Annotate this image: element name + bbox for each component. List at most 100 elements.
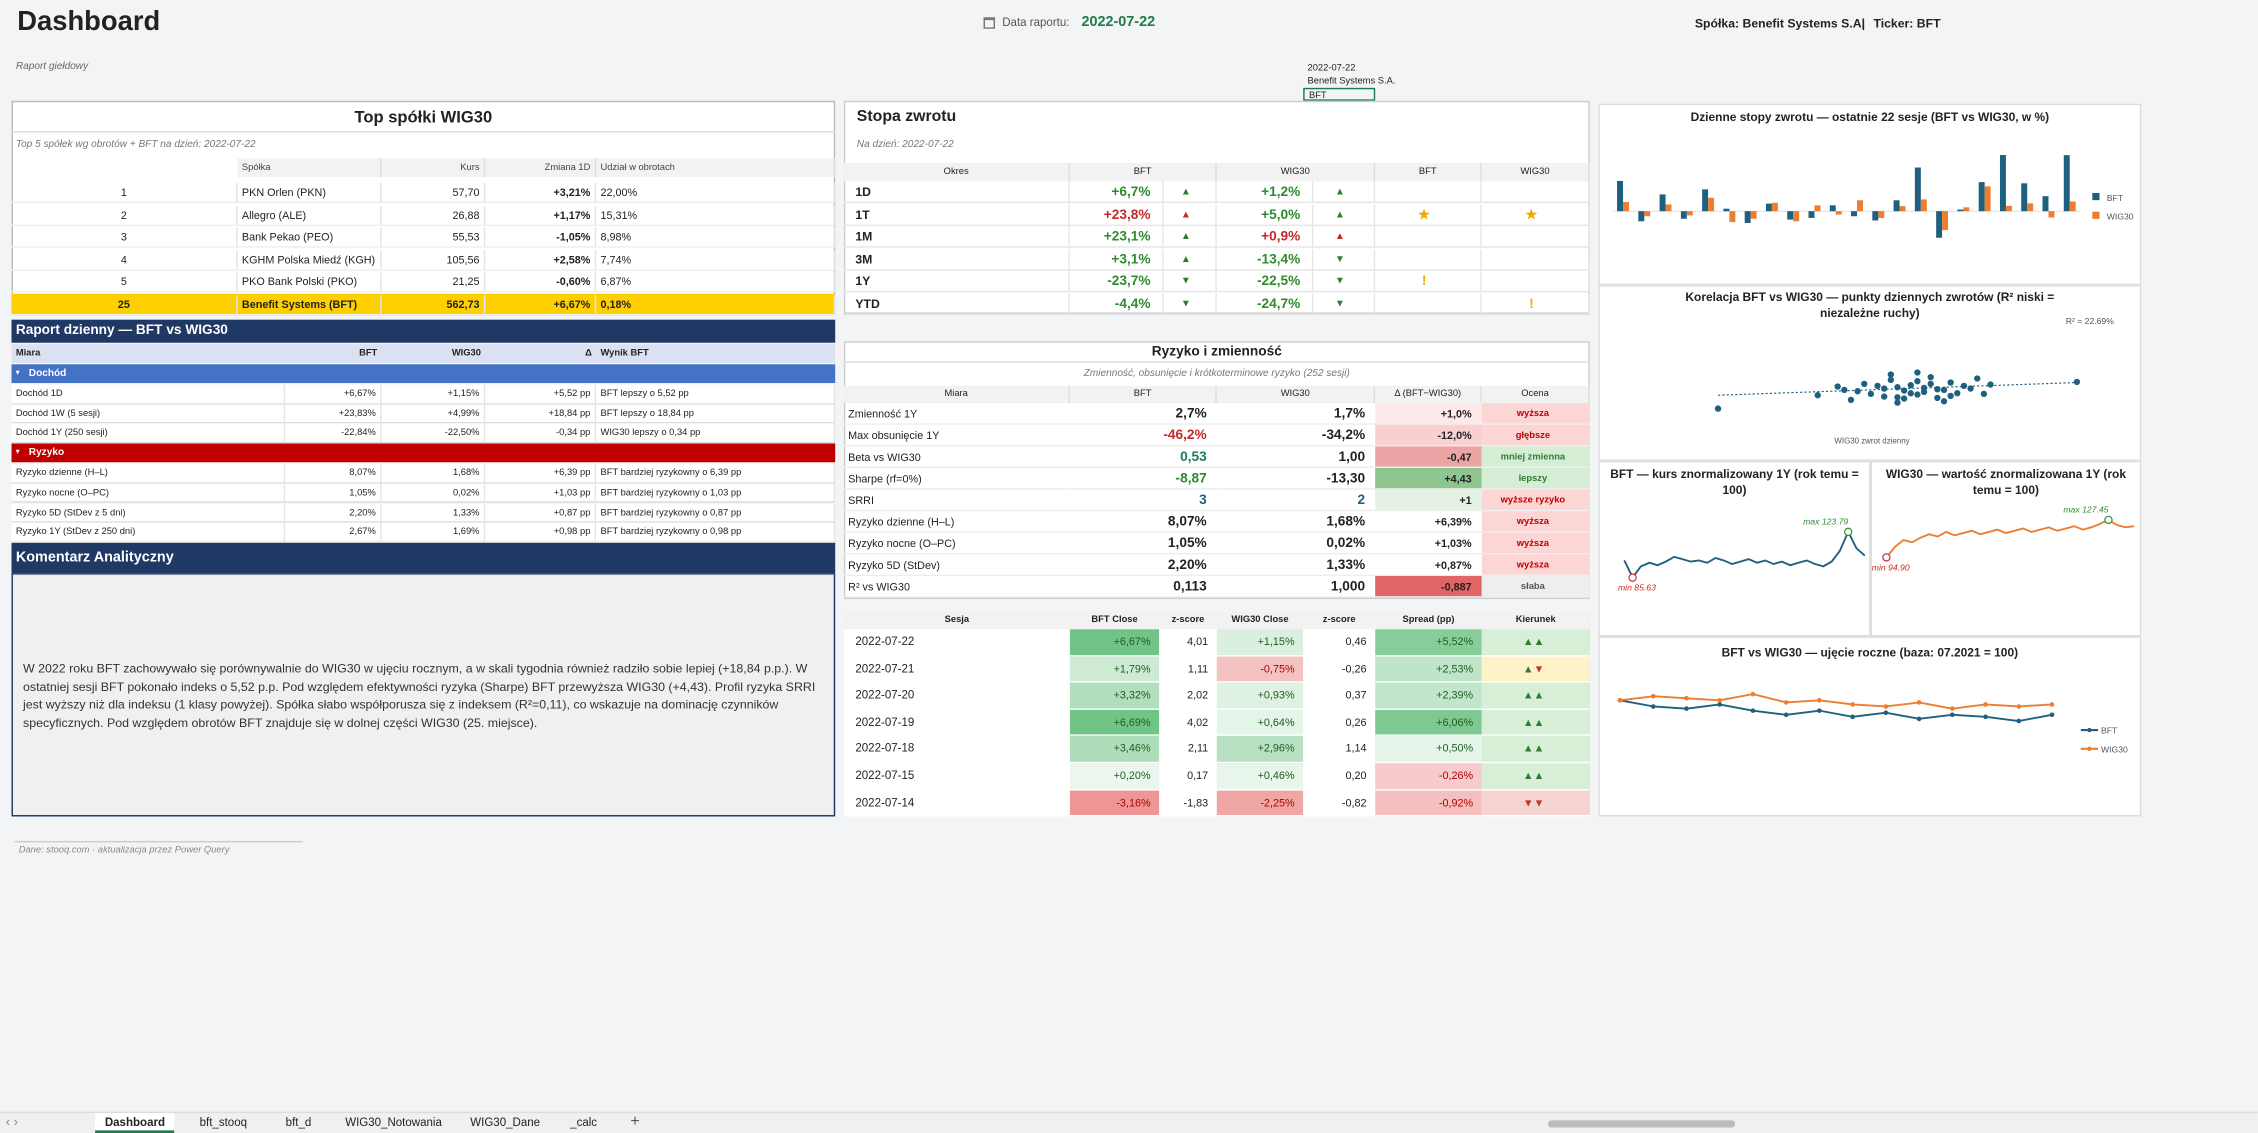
- bar: [1708, 197, 1715, 212]
- table-cell: +0,87%: [1375, 554, 1482, 576]
- table-cell: -2,25%: [1216, 789, 1304, 817]
- scrollbar[interactable]: [1548, 1120, 1736, 1128]
- point: [1684, 706, 1689, 711]
- table-cell: 8,98%: [596, 227, 836, 248]
- table-cell: +18,84 pp: [485, 404, 597, 424]
- table-cell: +23,1%: [1069, 226, 1164, 248]
- table-cell: +1,0%: [1375, 403, 1482, 425]
- table-cell: +0,64%: [1216, 709, 1304, 737]
- point: [1983, 702, 1988, 707]
- column-header: BFT: [1375, 162, 1482, 182]
- table-cell: 15,31%: [596, 205, 836, 226]
- point: [1914, 378, 1921, 385]
- period-label: 1T: [843, 203, 1070, 226]
- column-header: WIG30: [1216, 385, 1376, 404]
- table-cell: -1,05%: [485, 227, 597, 248]
- table-cell: +5,52%: [1375, 629, 1482, 657]
- table-cell: Ryzyko dzienne (H–L): [843, 511, 1070, 533]
- table-cell: -23,7%: [1069, 270, 1164, 293]
- table-cell: +0,50%: [1375, 736, 1482, 764]
- chart-title: BFT vs WIG30 — ujęcie roczne (baza: 07.2…: [1721, 645, 2019, 660]
- sheet-tab[interactable]: bft_stooq: [199, 1116, 248, 1129]
- table-cell: 2,7%: [1069, 403, 1217, 425]
- table-cell: +5,52 pp: [485, 384, 597, 404]
- column-header: BFT Close: [1069, 612, 1160, 630]
- table-cell: +1,15%: [1216, 629, 1304, 657]
- table-cell: -0,75%: [1216, 656, 1304, 683]
- table-cell: +6,39%: [1375, 511, 1482, 533]
- table-cell: ▼: [1163, 270, 1217, 293]
- point: [1914, 369, 1921, 376]
- point: [1850, 714, 1855, 720]
- bar: [1914, 167, 1921, 212]
- table-cell: 2,11: [1159, 736, 1217, 764]
- table-cell: ▼▼: [1481, 789, 1590, 817]
- table-cell: BFT bardziej ryzykowny o 1,03 pp: [596, 483, 836, 503]
- section-header: Raport dzienny — BFT vs WIG30: [11, 319, 836, 343]
- column-header: Sesja: [843, 612, 1070, 630]
- table-cell: +6,67%: [285, 384, 382, 404]
- bar: [1942, 211, 1949, 231]
- point: [1717, 702, 1722, 707]
- point: [1881, 385, 1888, 392]
- table-cell: -24,7%: [1216, 293, 1314, 315]
- table-cell: +3,21%: [485, 182, 597, 204]
- table-cell: 1,69%: [381, 522, 486, 543]
- table-cell: [1481, 270, 1590, 293]
- point: [1894, 399, 1901, 406]
- table-cell: 2,02: [1159, 682, 1217, 710]
- sheet-tab[interactable]: Dashboard: [95, 1113, 175, 1133]
- point: [1940, 398, 1948, 405]
- sheet-tab[interactable]: WIG30_Notowania: [345, 1116, 442, 1129]
- table-cell: +0,98 pp: [485, 522, 597, 543]
- max-marker: [1844, 527, 1853, 537]
- company: Spółka: Benefit Systems S.A.: [1694, 15, 1865, 31]
- column-header: BFT: [285, 344, 382, 363]
- bar: [1808, 211, 1815, 218]
- table-cell: wyższe ryzyko: [1481, 489, 1590, 512]
- column-header: Spread (pp): [1375, 612, 1482, 630]
- max-label: max 123.79: [1803, 517, 1848, 527]
- table-cell: -3,16%: [1069, 789, 1160, 817]
- point: [1750, 708, 1756, 713]
- table-cell: [1481, 226, 1590, 248]
- panel-title: Top spółki WIG30: [11, 104, 836, 133]
- table-cell: ▲: [1163, 203, 1217, 226]
- annotation: R² = 22.69%: [2066, 316, 2115, 326]
- table-cell: ★: [1375, 203, 1482, 226]
- column-header: z-score: [1303, 612, 1376, 630]
- table-cell: 1: [11, 182, 238, 204]
- sheet-tab[interactable]: WIG30_Dane: [470, 1116, 541, 1129]
- comment-text: W 2022 roku BFT zachowywało się porównyw…: [23, 660, 816, 730]
- table-cell: ▲: [1313, 226, 1376, 248]
- table-cell: -12,0%: [1375, 424, 1482, 447]
- table-cell: 4,02: [1159, 709, 1217, 737]
- chart-frame: [1598, 460, 1871, 637]
- table-cell: ▲: [1163, 181, 1217, 204]
- table-cell: mniej zmienna: [1481, 446, 1590, 469]
- bar: [1829, 205, 1836, 212]
- point: [1916, 700, 1922, 705]
- note: Zmienność, obsunięcie i krótkoterminowe …: [1083, 368, 1350, 379]
- add-sheet[interactable]: +: [630, 1113, 640, 1131]
- table-cell: ▲▲: [1481, 682, 1590, 710]
- table-cell: SRRI: [843, 490, 1070, 512]
- table-cell: 55,53: [381, 227, 486, 248]
- point: [1714, 405, 1722, 412]
- table-cell: -0,34 pp: [485, 423, 597, 444]
- sheet-tab[interactable]: bft_d: [285, 1116, 312, 1129]
- table-cell: 2022-07-14: [843, 789, 1070, 817]
- column-header: Spółka: [237, 158, 382, 178]
- separator: |: [1861, 15, 1866, 31]
- table-cell: 1,7%: [1216, 403, 1376, 425]
- point: [1717, 698, 1722, 703]
- point: [1927, 380, 1934, 388]
- legend-swatch: [2092, 211, 2100, 219]
- point: [1920, 388, 1928, 396]
- bar: [1665, 204, 1672, 212]
- max-marker: [2104, 515, 2113, 525]
- point: [1947, 379, 1954, 386]
- sheet-tab[interactable]: _calc: [570, 1116, 598, 1129]
- table-cell: 8,07%: [1069, 511, 1217, 533]
